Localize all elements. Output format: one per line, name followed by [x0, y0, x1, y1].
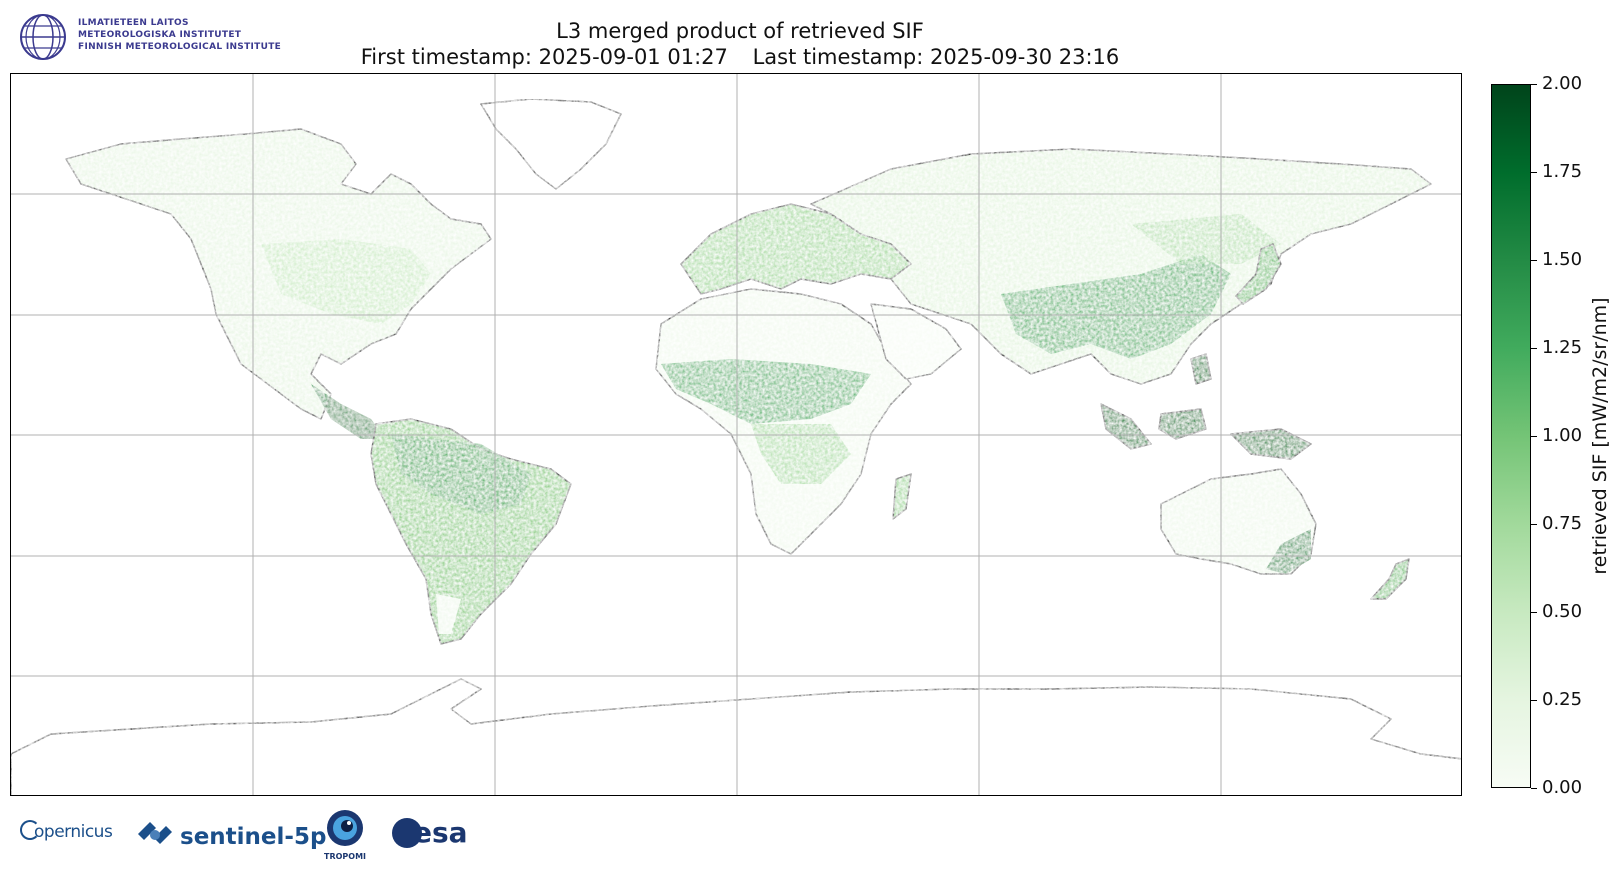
map-subtitle: First timestamp: 2025-09-01 01:27 Last t… [200, 44, 1280, 70]
colorbar-tick-label: 2.00 [1542, 73, 1583, 94]
esa-wordmark: esa [413, 816, 468, 849]
colorbar-tick-label: 0.00 [1542, 777, 1583, 798]
colorbar-tick-label: 0.25 [1542, 689, 1583, 710]
land-greenland [480, 98, 622, 190]
colorbar-tick-mark [1531, 699, 1537, 701]
tropomi-wordmark: TROPOMI [323, 852, 367, 861]
land-madagascar [892, 473, 912, 520]
colorbar-tick-label: 0.50 [1542, 601, 1583, 622]
land-masses [11, 98, 1461, 795]
colorbar-tick-mark [1531, 171, 1537, 173]
copernicus-logo: opernicus [20, 820, 113, 842]
colorbar-tick-label: 0.75 [1542, 513, 1583, 534]
first-timestamp: First timestamp: 2025-09-01 01:27 [360, 45, 728, 69]
copernicus-wordmark: opernicus [34, 822, 113, 842]
esa-e-icon [392, 818, 422, 848]
colorbar-tick-mark [1531, 347, 1537, 349]
sentinel-satellite-icon [138, 822, 172, 844]
footer-logos: opernicus sentinel-5p TROPOMI esa [20, 808, 500, 864]
fmi-name-en: FINNISH METEOROLOGICAL INSTITUTE [78, 42, 282, 52]
colorbar-tick-mark [1531, 523, 1537, 525]
map-title: L3 merged product of retrieved SIF [556, 19, 924, 43]
land-new-zealand [1370, 558, 1410, 600]
colorbar-tick-mark [1531, 83, 1537, 85]
gridlines [11, 74, 1461, 795]
sentinel-wordmark: sentinel-5p [180, 824, 327, 850]
tropomi-eye-icon [327, 810, 363, 846]
colorbar-tick-label: 1.75 [1542, 161, 1583, 182]
fmi-globe-icon [20, 14, 66, 60]
fmi-name-sv: METEOROLOGISKA INSTITUTET [78, 30, 242, 40]
land-arabia [870, 303, 962, 380]
fmi-logo: ILMATIETEEN LAITOS METEOROLOGISKA INSTIT… [18, 12, 338, 62]
copernicus-ring-icon [20, 820, 40, 840]
map-frame [10, 73, 1462, 796]
land-antarctica [11, 678, 1461, 795]
colorbar-title: retrieved SIF [mW/m2/sr/nm] [1589, 297, 1611, 575]
esa-logo: esa [392, 816, 468, 849]
colorbar-tick-mark [1531, 611, 1537, 613]
land-southeast-asia-islands [1100, 353, 1312, 460]
fmi-name-fi: ILMATIETEEN LAITOS [78, 18, 189, 28]
colorbar-tick-label: 1.25 [1542, 337, 1583, 358]
colorbar-tick-mark [1531, 787, 1537, 789]
colorbar [1491, 84, 1531, 788]
land-africa [655, 288, 912, 555]
world-map [11, 74, 1461, 795]
tropomi-logo: TROPOMI [322, 808, 368, 861]
land-asia [810, 148, 1432, 385]
land-japan [1235, 243, 1282, 305]
sentinel-5p-logo: sentinel-5p [136, 816, 326, 852]
colorbar-tick-label: 1.50 [1542, 249, 1583, 270]
colorbar-tick-mark [1531, 435, 1537, 437]
colorbar-tick-label: 1.00 [1542, 425, 1583, 446]
colorbar-tick-mark [1531, 259, 1537, 261]
last-timestamp: Last timestamp: 2025-09-30 23:16 [752, 45, 1120, 69]
